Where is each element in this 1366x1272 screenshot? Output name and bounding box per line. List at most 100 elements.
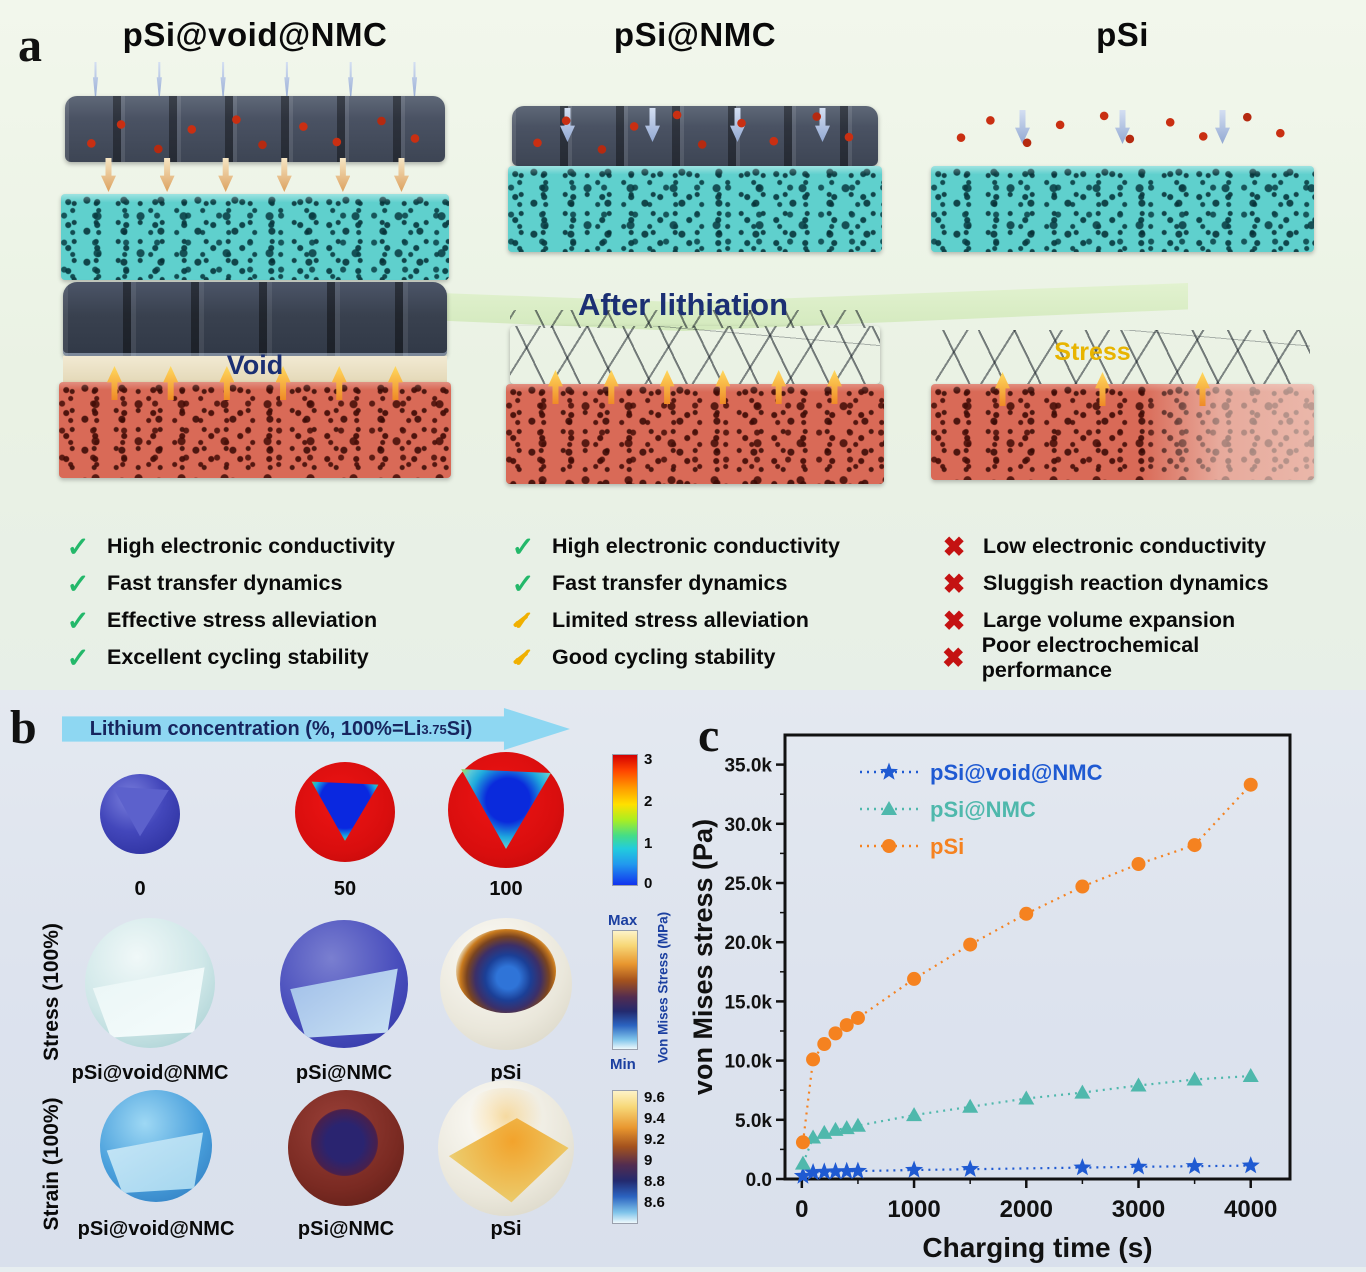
stress-row-label: Stress (100%) (40, 923, 63, 1061)
svg-text:pSi@void@NMC: pSi@void@NMC (930, 760, 1103, 785)
limited-check-icon (508, 606, 538, 636)
column-title: pSi@void@NMC (122, 16, 388, 53)
checklist-text: Sluggish reaction dynamics (983, 571, 1269, 595)
panel-a-letter: a (18, 19, 42, 72)
column-title: pSi@NMC (613, 16, 777, 53)
y-axis: 0.0 5.0k 10.0k 15.0k 20.0k 25.0k 30.0k 35.0k (724, 756, 785, 1191)
panel-b: b Lithium concentration (%, 100%=Li 3.75 S… (0, 690, 690, 1267)
panel-c-letter: c (698, 709, 720, 762)
up-arrow-icon (603, 370, 619, 404)
panel-bottom: b Lithium concentration (%, 100%=Li 3.75 S… (0, 690, 1366, 1267)
down-arrow-icon (218, 158, 234, 192)
pristine-illustration (55, 62, 455, 280)
down-arrow-icon (1015, 110, 1030, 144)
panel-c: c 0.0 5.0k 10.0k 15.0k 20.0k 25.0k 30.0k 35.0k 0… (688, 690, 1366, 1267)
svg-text:4000: 4000 (1224, 1196, 1277, 1223)
sphere-stress-psi-void-nmc (85, 918, 215, 1048)
lithiated-illustration: Void (55, 282, 455, 527)
nmc-shell-layer (65, 96, 445, 162)
down-arrow-icon (276, 158, 292, 192)
lithiated-illustration: Stress (925, 282, 1320, 527)
stress-colorbar-min: Min (610, 1056, 636, 1073)
nmc-shell-cracked (510, 326, 880, 384)
checklist-item: Excellent cycling stability (63, 639, 455, 676)
sphere-stress-psi (440, 918, 572, 1050)
panel-b-letter: b (10, 701, 37, 754)
x-axis-label: Charging time (s) (922, 1232, 1152, 1263)
check-icon (508, 569, 538, 599)
checklist-item: High electronic conductivity (63, 528, 455, 565)
up-arrow-icon (659, 370, 675, 404)
arrow-label-prefix: Lithium concentration (%, 100%=Li (89, 717, 422, 740)
y-axis-label: von Mises stress (Pa) (690, 819, 718, 1095)
chart-legend: pSi@void@NMC pSi@NMC pSi (860, 760, 1103, 859)
arrow-label-sub: 3.75 (421, 721, 447, 737)
stress-colorbar-title: Von Mises Stress (MPa) (655, 911, 671, 1064)
cross-icon (939, 532, 969, 562)
checklist-item: Fast transfer dynamics (508, 565, 890, 602)
checklist-text: Fast transfer dynamics (107, 571, 343, 595)
sphere-cut-face (106, 1132, 204, 1194)
down-arrow-icon (284, 62, 290, 102)
after-lithiation-label: After lithiation (577, 287, 789, 322)
strain-sphere-label: pSi@void@NMC (77, 1218, 235, 1240)
void-band (63, 356, 447, 382)
check-icon (63, 532, 93, 562)
svg-text:30.0k: 30.0k (724, 815, 772, 836)
nmc-shell-lithiated (63, 282, 447, 356)
sphere-concentration-0 (100, 774, 180, 854)
sphere-strain-psi (438, 1080, 574, 1216)
svg-text:3000: 3000 (1112, 1196, 1165, 1223)
svg-text:20.0k: 20.0k (724, 933, 772, 954)
sphere-strain-psi-void-nmc (100, 1090, 212, 1202)
void-label: Void (226, 350, 284, 380)
colorbar-tick: 2 (644, 793, 653, 810)
stress-sphere-label: pSi@void@NMC (71, 1062, 229, 1084)
up-arrow-icon (995, 372, 1010, 406)
sphere-stress-rings (455, 928, 557, 1014)
checklist-item: Effective stress alleviation (63, 602, 455, 639)
cross-icon (939, 643, 968, 673)
down-arrow-icon (156, 62, 162, 102)
svg-text:35.0k: 35.0k (724, 756, 772, 777)
check-icon (63, 606, 93, 636)
checklist-text: Effective stress alleviation (107, 608, 378, 632)
lithiated-silicon-slab (506, 384, 884, 484)
limited-check-icon (508, 643, 538, 673)
stress-colorbar-max: Max (608, 912, 638, 929)
svg-text:1000: 1000 (887, 1196, 940, 1223)
stress-chart: 0.0 5.0k 10.0k 15.0k 20.0k 25.0k 30.0k 35.0k 0 10… (688, 733, 1292, 1263)
checklist-item: Large volume expansion (939, 602, 1320, 639)
sphere-core (311, 1108, 379, 1176)
colorbar-tick: 3 (644, 751, 653, 768)
sphere-stress-psi-nmc (280, 920, 408, 1048)
stress-arrows (548, 370, 842, 404)
strain-colorbar (612, 1090, 638, 1224)
down-arrow-icon (393, 158, 409, 192)
series-pSi@NMC (794, 1067, 1259, 1170)
checklist-text: Fast transfer dynamics (552, 571, 788, 595)
up-arrow-icon (771, 370, 787, 404)
colorbar-tick: 9.4 (644, 1110, 665, 1127)
sphere-concentration-100 (448, 752, 564, 868)
porous-silicon-slab (508, 166, 882, 252)
colorbar-tick: 9.6 (644, 1089, 665, 1106)
checklist-item: Fast transfer dynamics (63, 565, 455, 602)
checklist: High electronic conductivity Fast transf… (508, 528, 890, 676)
checklist-text: High electronic conductivity (552, 534, 840, 558)
up-arrow-icon (715, 370, 731, 404)
svg-text:25.0k: 25.0k (724, 874, 772, 895)
cross-icon (939, 569, 969, 599)
down-arrow-icon (560, 108, 575, 142)
cross-icon (939, 606, 969, 636)
down-arrow-icon (335, 158, 351, 192)
strain-sphere-label: pSi (490, 1218, 522, 1240)
down-arrow-icon (1115, 110, 1130, 144)
stress-release-arrows (107, 366, 403, 400)
panel-a: a After lithiation pSi@void@NMC Void (0, 0, 1366, 690)
checklist-text: Limited stress alleviation (552, 608, 809, 632)
concentration-label-50: 50 (333, 878, 357, 900)
checklist-text: Excellent cycling stability (107, 645, 369, 669)
checklist: Low electronic conductivity Sluggish rea… (939, 528, 1320, 682)
lithiated-silicon-slab (59, 382, 451, 478)
